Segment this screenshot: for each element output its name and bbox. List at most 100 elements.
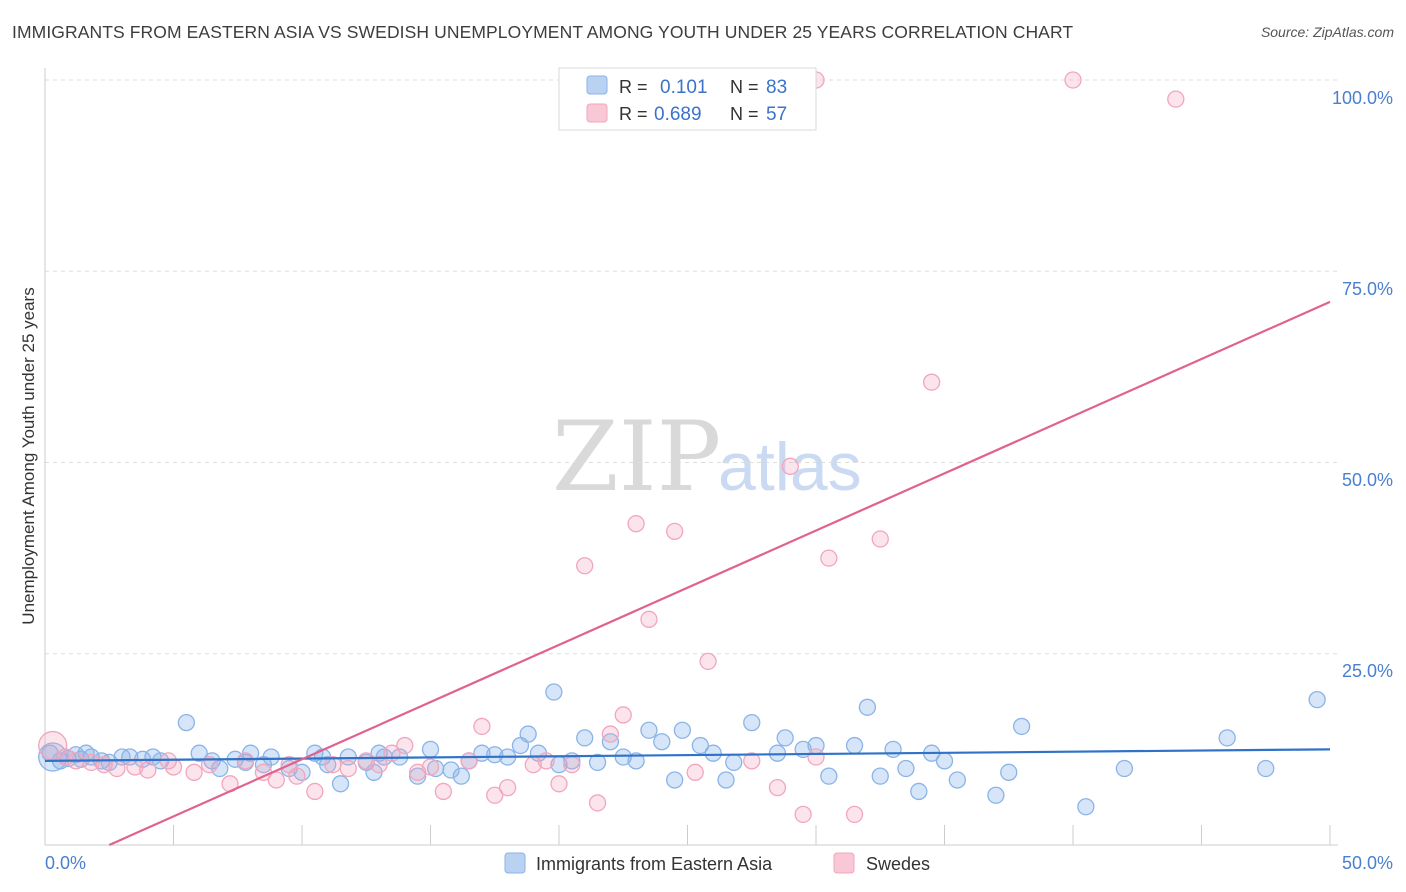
y-tick-label-25: 25.0% bbox=[1342, 661, 1393, 681]
point-eastern-asia bbox=[408, 767, 427, 785]
point-eastern-asia bbox=[948, 771, 966, 789]
series-legend-label-pink: Swedes bbox=[866, 854, 930, 874]
point-swedes bbox=[370, 756, 388, 774]
point-eastern-asia bbox=[987, 786, 1005, 804]
point-swedes bbox=[794, 805, 812, 824]
point-swedes bbox=[421, 758, 440, 776]
point-eastern-asia bbox=[1115, 759, 1134, 778]
y-tick-label-75: 75.0% bbox=[1342, 279, 1393, 299]
point-eastern-asia bbox=[704, 744, 722, 762]
point-swedes bbox=[576, 557, 594, 575]
point-eastern-asia bbox=[884, 740, 902, 759]
point-swedes bbox=[460, 752, 478, 770]
point-eastern-asia bbox=[486, 746, 504, 764]
point-eastern-asia bbox=[1000, 763, 1018, 781]
point-eastern-asia bbox=[545, 683, 563, 701]
point-swedes bbox=[82, 753, 100, 772]
legend-n-label-pink: N = bbox=[730, 104, 759, 124]
point-swedes bbox=[434, 782, 453, 801]
point-swedes bbox=[686, 763, 704, 781]
legend-r-value-pink: 0.689 bbox=[654, 104, 702, 125]
point-swedes bbox=[339, 759, 357, 778]
trend-lines bbox=[44, 300, 1331, 847]
legend-swatch-blue bbox=[586, 75, 608, 95]
point-swedes bbox=[601, 725, 620, 743]
point-swedes bbox=[1064, 71, 1082, 89]
point-swedes bbox=[923, 373, 941, 391]
point-eastern-asia bbox=[666, 771, 684, 789]
x-tick-label-min: 0.0% bbox=[45, 853, 86, 873]
grid-lines bbox=[45, 79, 1338, 655]
point-swedes bbox=[139, 761, 157, 779]
legend-r-value-blue: 0.101 bbox=[660, 77, 708, 98]
point-eastern-asia bbox=[1257, 759, 1275, 778]
point-swedes bbox=[781, 457, 799, 475]
series-legend-label-blue: Immigrants from Eastern Asia bbox=[536, 854, 773, 874]
point-eastern-asia bbox=[717, 771, 735, 789]
y-tick-label-100: 100.0% bbox=[1332, 88, 1393, 108]
point-eastern-asia bbox=[871, 767, 889, 785]
point-swedes bbox=[108, 759, 126, 778]
point-swedes bbox=[267, 771, 285, 789]
point-swedes bbox=[627, 515, 645, 533]
point-swedes bbox=[200, 756, 219, 774]
point-swedes bbox=[164, 758, 183, 776]
point-eastern-asia bbox=[442, 761, 460, 779]
watermark-atlas: atlas bbox=[718, 429, 862, 505]
point-eastern-asia bbox=[331, 775, 350, 793]
point-eastern-asia bbox=[673, 721, 692, 739]
point-eastern-asia bbox=[614, 748, 632, 766]
trend-line-swedes bbox=[108, 300, 1331, 847]
point-swedes bbox=[743, 752, 761, 770]
legend-n-value-pink: 57 bbox=[766, 104, 787, 125]
point-swedes bbox=[699, 652, 717, 671]
point-eastern-asia bbox=[691, 736, 709, 755]
point-eastern-asia bbox=[725, 753, 743, 772]
point-swedes bbox=[288, 767, 306, 785]
point-swedes bbox=[550, 775, 568, 793]
point-swedes bbox=[408, 763, 427, 781]
point-swedes bbox=[306, 782, 324, 801]
point-swedes bbox=[845, 805, 864, 824]
point-eastern-asia bbox=[776, 729, 794, 747]
point-eastern-asia bbox=[452, 767, 470, 785]
point-eastern-asia bbox=[627, 752, 645, 770]
point-swedes bbox=[185, 763, 203, 781]
point-swedes bbox=[640, 610, 658, 628]
point-eastern-asia bbox=[1308, 691, 1326, 709]
x-tick-label-max: 50.0% bbox=[1342, 853, 1393, 873]
point-eastern-asia bbox=[319, 756, 337, 774]
point-eastern-asia bbox=[743, 713, 761, 732]
source-label: Source: ZipAtlas.com bbox=[1260, 24, 1394, 40]
point-swedes bbox=[768, 778, 787, 797]
point-eastern-asia bbox=[190, 744, 208, 762]
point-swedes bbox=[614, 706, 632, 724]
y-tick-label-50: 50.0% bbox=[1342, 470, 1393, 490]
y-axis-label: Unemployment Among Youth under 25 years bbox=[19, 287, 38, 624]
point-eastern-asia bbox=[910, 782, 928, 801]
point-eastern-asia bbox=[1012, 717, 1031, 736]
point-eastern-asia bbox=[576, 729, 594, 747]
point-eastern-asia bbox=[177, 713, 196, 732]
point-eastern-asia bbox=[640, 721, 658, 739]
point-swedes bbox=[236, 752, 255, 770]
point-eastern-asia bbox=[1218, 729, 1236, 747]
point-eastern-asia bbox=[1077, 798, 1095, 816]
legend-n-label-blue: N = bbox=[730, 77, 759, 97]
point-swedes bbox=[871, 530, 889, 548]
correlation-legend: R = 0.101 N = 83 R = 0.689 N = 57 bbox=[558, 67, 817, 131]
point-swedes bbox=[486, 786, 504, 804]
series-legend-swatch-blue bbox=[504, 852, 526, 874]
legend-r-label-blue: R = bbox=[619, 77, 648, 97]
point-swedes bbox=[820, 549, 838, 567]
point-swedes bbox=[498, 778, 517, 797]
point-eastern-asia bbox=[820, 767, 838, 785]
point-swedes bbox=[473, 717, 491, 736]
watermark-zip: ZIP bbox=[552, 401, 721, 513]
series-legend-swatch-pink bbox=[833, 852, 855, 874]
point-eastern-asia bbox=[935, 752, 954, 770]
point-eastern-asia bbox=[421, 740, 440, 759]
axes bbox=[44, 68, 1338, 846]
legend-r-label-pink: R = bbox=[619, 104, 648, 124]
